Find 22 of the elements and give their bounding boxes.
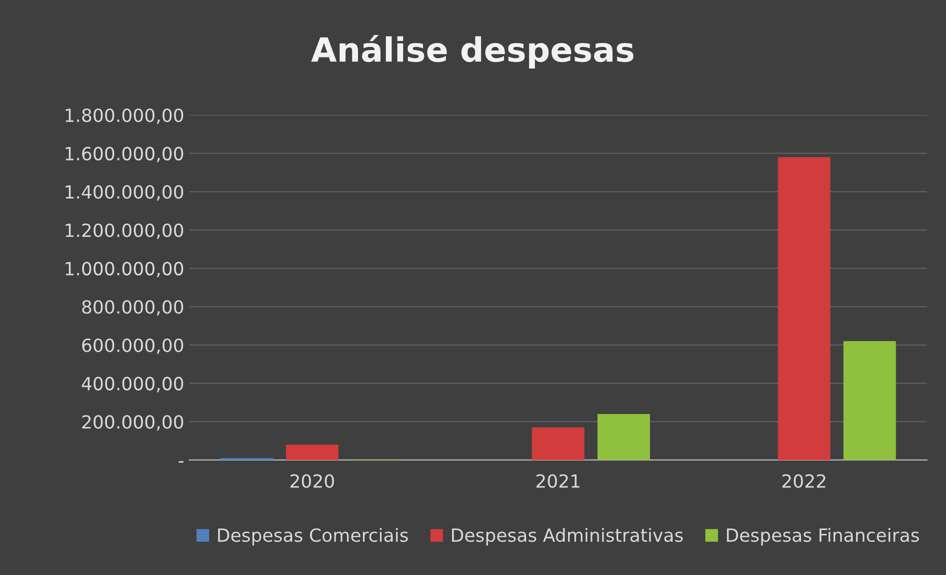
y-tick-label: 1.800.000,00 xyxy=(66,108,184,124)
y-tick-label: 1.400.000,00 xyxy=(66,185,184,201)
y-tick-label: 800.000,00 xyxy=(82,300,184,316)
x-tick-label: 2022 xyxy=(782,474,826,488)
y-tick-label: 600.000,00 xyxy=(82,338,184,354)
legend-label: Despesas Financeiras xyxy=(726,528,919,546)
y-tick-label: 200.000,00 xyxy=(82,415,184,431)
y-tick-label: 1.000.000,00 xyxy=(66,262,184,278)
x-tick-label: 2021 xyxy=(536,474,580,488)
legend-label: Despesas Comerciais xyxy=(218,528,408,546)
y-tick-label: - xyxy=(178,461,184,463)
bar xyxy=(843,341,896,460)
bar xyxy=(532,427,584,460)
bar xyxy=(778,157,830,460)
y-tick-label: 1.200.000,00 xyxy=(66,223,184,239)
y-tick-label: 1.600.000,00 xyxy=(66,146,184,162)
bar xyxy=(597,414,650,460)
legend-label: Despesas Administrativas xyxy=(452,528,683,546)
chart-title: Análise despesas xyxy=(311,34,634,69)
bar xyxy=(286,444,338,460)
y-tick-label: 400.000,00 xyxy=(82,376,184,392)
x-tick-label: 2020 xyxy=(290,474,334,488)
